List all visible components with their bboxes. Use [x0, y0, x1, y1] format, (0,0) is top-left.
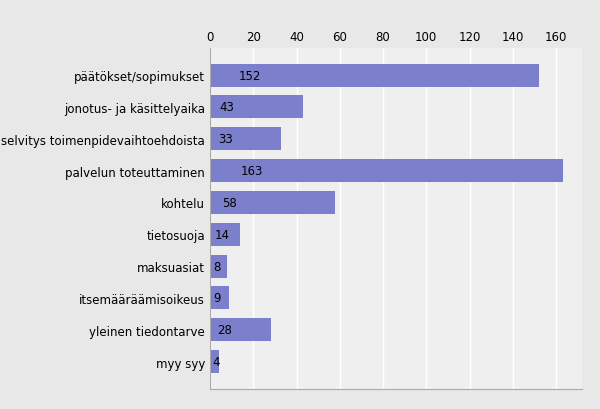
Text: 28: 28 — [217, 324, 232, 337]
Bar — [210, 287, 229, 310]
Text: 163: 163 — [241, 165, 263, 178]
Text: 8: 8 — [214, 260, 221, 273]
Bar — [210, 65, 539, 88]
Bar — [210, 255, 227, 278]
Bar — [210, 223, 240, 246]
Text: 33: 33 — [218, 133, 233, 146]
Text: 14: 14 — [215, 228, 230, 241]
Text: 4: 4 — [213, 355, 220, 368]
Bar — [210, 160, 563, 183]
Bar — [210, 350, 218, 373]
Bar — [210, 191, 335, 214]
Text: 9: 9 — [214, 292, 221, 305]
Bar — [210, 96, 303, 119]
Bar — [210, 319, 271, 342]
Bar — [210, 128, 281, 151]
Text: 43: 43 — [220, 101, 235, 114]
Text: 152: 152 — [238, 70, 261, 83]
Text: 58: 58 — [222, 196, 237, 209]
